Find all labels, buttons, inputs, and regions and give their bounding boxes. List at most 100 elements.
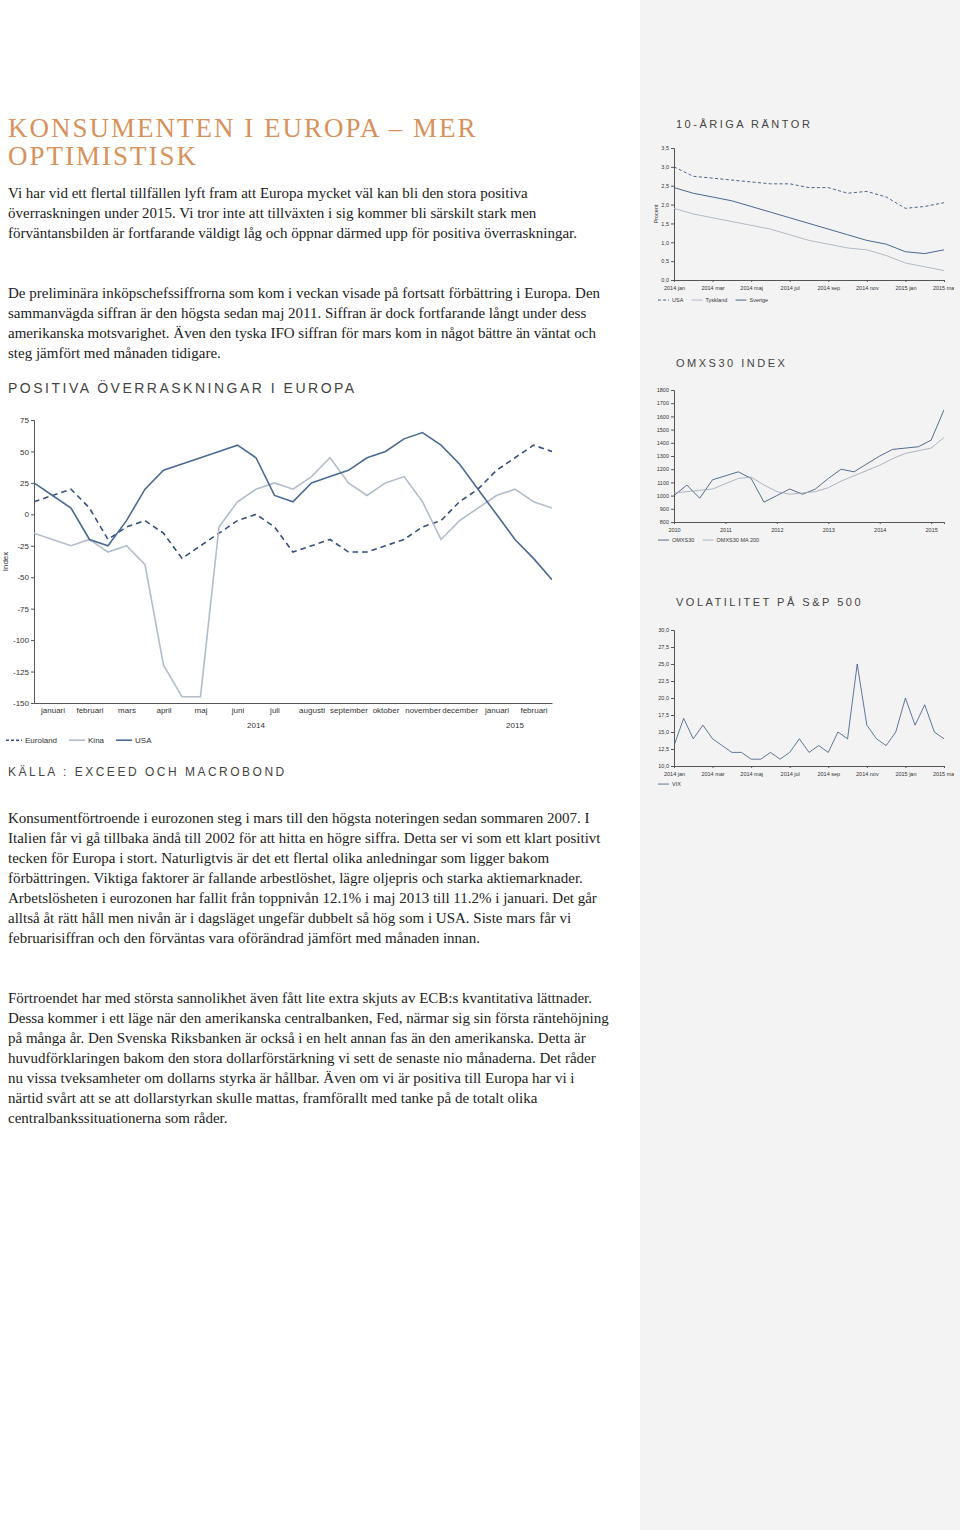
tick-label: 1200: [657, 466, 669, 472]
axis-line: [31, 421, 35, 704]
tick-mark: [671, 664, 674, 665]
tick: 800: [660, 519, 674, 525]
tick-label: 900: [660, 506, 669, 512]
legend-label: Euroland: [25, 736, 57, 745]
tick-mark: [713, 766, 714, 768]
tick: 1700: [657, 400, 674, 406]
tick-mark: [31, 483, 34, 484]
axis-line: [675, 281, 945, 283]
tick-mark: [671, 167, 674, 168]
legend-label: Kina: [88, 736, 105, 745]
tick: 2014 jul: [781, 766, 800, 777]
tick: 2014 sep: [817, 766, 840, 777]
tick-label: 2014: [874, 527, 886, 533]
tick-label: 2,0: [661, 202, 669, 208]
tick-mark: [671, 430, 674, 431]
tick-label: 1100: [657, 480, 669, 486]
tick-label: maj: [195, 706, 208, 715]
tick-label: 1600: [657, 414, 669, 420]
tick: 1500: [657, 427, 674, 433]
tick: februari: [520, 703, 547, 715]
series-group: [674, 410, 944, 502]
tick-label: 1300: [657, 453, 669, 459]
tick: juli: [269, 703, 280, 715]
legend-swatch: [692, 300, 703, 301]
tick-mark: [671, 416, 674, 417]
tick-label: 1000: [657, 493, 669, 499]
chart: 2010201120122013201420158009001000110012…: [652, 382, 954, 552]
tick-label: 1,0: [661, 240, 669, 246]
tick-mark: [931, 522, 932, 524]
tick-label: 2014 maj: [740, 285, 763, 291]
axis-line: [35, 703, 553, 704]
tick-mark: [828, 522, 829, 524]
tick: 2015 jan: [895, 280, 916, 291]
tick: 1100: [657, 480, 674, 486]
legend-swatch: [6, 739, 22, 741]
tick-mark: [671, 242, 674, 243]
tick-label: 3,5: [661, 145, 669, 151]
tick: juni: [231, 703, 245, 715]
legend: EurolandKinaUSA: [6, 736, 152, 745]
tick-mark: [671, 698, 674, 699]
tick-mark: [671, 403, 674, 404]
x-axis: 2014 jan2014 mar2014 maj2014 jul2014 sep…: [664, 280, 954, 291]
tick-label: 3,0: [661, 164, 669, 170]
tick-mark: [671, 261, 674, 262]
tick-label: 12,5: [658, 746, 669, 752]
tick: 3,5: [661, 145, 674, 151]
tick-mark: [671, 390, 674, 391]
tick-label: 2014 mar: [701, 285, 724, 291]
legend-label: Tyskland: [706, 297, 728, 303]
tick-mark: [671, 148, 674, 149]
tick-mark: [31, 546, 34, 547]
title-line: KONSUMENTEN I EUROPA – MER: [8, 114, 478, 142]
tick: 15,0: [658, 729, 674, 735]
tick-label: 0: [25, 510, 30, 519]
tick-label: 1400: [657, 440, 669, 446]
tick-label: 2015 jan: [895, 285, 916, 291]
tick-label: 800: [660, 519, 669, 525]
tick-mark: [828, 766, 829, 768]
tick-mark: [671, 443, 674, 444]
tick-label: 2014 maj: [740, 771, 763, 777]
tick-mark: [867, 280, 868, 282]
legend-swatch: [736, 300, 747, 301]
tick: 20,0: [658, 695, 674, 701]
tick-mark: [671, 766, 674, 767]
tick: 2012: [771, 522, 783, 533]
tick-mark: [671, 280, 674, 281]
series-line: [674, 438, 944, 495]
tick-mark: [790, 766, 791, 768]
tick: 2015 jan: [895, 766, 916, 777]
tick: augusti: [299, 703, 325, 715]
plot: januarifebruarimarsaprilmajjunijuliaugus…: [13, 416, 553, 730]
tick-label: 1800: [657, 387, 669, 393]
tick-label: mars: [118, 706, 136, 715]
tick: april: [156, 703, 171, 715]
tick: mars: [118, 703, 136, 715]
tick: 2013: [823, 522, 835, 533]
annotation: 2015: [506, 721, 524, 730]
tick-mark: [944, 280, 945, 282]
series-line: [674, 188, 944, 254]
series-line: [674, 664, 944, 759]
series-group: [674, 664, 944, 759]
tick: 2011: [720, 522, 732, 533]
tick: 2014 maj: [740, 280, 763, 291]
tick-label: 1700: [657, 400, 669, 406]
tick-mark: [671, 715, 674, 716]
legend-swatch: [658, 540, 669, 541]
axis-line: [671, 391, 675, 523]
tick-label: 0,0: [661, 277, 669, 283]
tick: -50: [17, 573, 34, 582]
tick-mark: [671, 749, 674, 750]
tick-mark: [31, 640, 34, 641]
plot: 2010201120122013201420158009001000110012…: [657, 387, 945, 533]
chart-title: OMXS30 INDEX: [676, 357, 787, 369]
tick: 27,5: [658, 644, 674, 650]
tick: 2014 mar: [701, 766, 724, 777]
plot: 2014 jan2014 mar2014 maj2014 jul2014 sep…: [658, 627, 954, 777]
tick-label: -75: [17, 605, 29, 614]
legend-swatch: [116, 739, 132, 741]
